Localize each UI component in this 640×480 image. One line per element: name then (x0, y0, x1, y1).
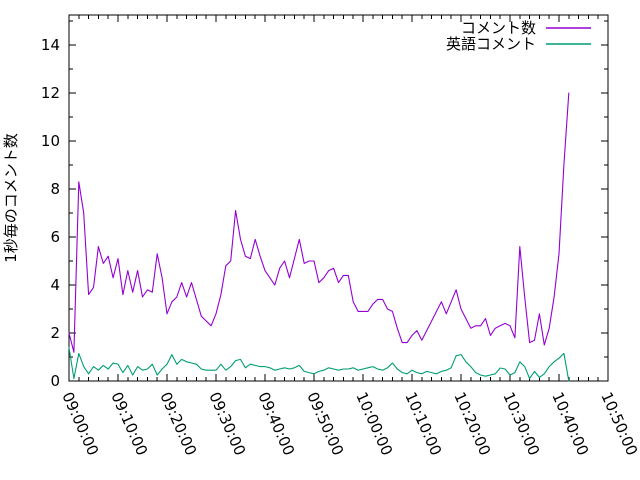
x-tick-label: 10:10:00 (401, 389, 445, 458)
x-tick-label: 09:50:00 (303, 389, 347, 458)
x-tick-label: 10:30:00 (499, 389, 543, 458)
y-axis-tick-labels: 0 2 4 6 8 10 12 14 (41, 36, 60, 390)
plot-border (68, 14, 609, 382)
x-tick-label: 10:40:00 (548, 389, 592, 458)
y-tick-label: 0 (50, 372, 60, 390)
y-tick-label: 6 (50, 228, 60, 246)
x-tick-label: 09:20:00 (156, 389, 200, 458)
y-tick-label: 10 (41, 132, 60, 150)
x-tick-label: 09:40:00 (254, 389, 298, 458)
y-tick-label: 14 (41, 36, 60, 54)
x-tick-label: 09:30:00 (205, 389, 249, 458)
series-line-english-comments (68, 346, 570, 382)
series-lines (68, 92, 570, 382)
x-tick-label: 10:20:00 (450, 389, 494, 458)
x-tick-label: 10:50:00 (597, 389, 640, 458)
y-tick-label: 2 (50, 324, 60, 342)
x-tick-label: 09:00:00 (58, 389, 102, 458)
y-tick-label: 8 (50, 180, 60, 198)
series-line-comments (68, 92, 570, 353)
y-tick-label: 12 (41, 84, 60, 102)
legend-label-english-comments: 英語コメント (446, 35, 536, 53)
x-tick-label: 09:10:00 (107, 389, 151, 458)
axis-ticks (68, 15, 609, 382)
legend: コメント数 英語コメント (446, 19, 591, 53)
x-tick-label: 10:00:00 (352, 389, 396, 458)
x-axis-tick-labels: 09:00:00 09:10:00 09:20:00 09:30:00 09:40:00… (58, 389, 640, 458)
y-tick-label: 4 (50, 276, 60, 294)
y-axis-title: 1秒毎のコメント数 (2, 133, 20, 263)
legend-label-comments: コメント数 (461, 19, 536, 37)
